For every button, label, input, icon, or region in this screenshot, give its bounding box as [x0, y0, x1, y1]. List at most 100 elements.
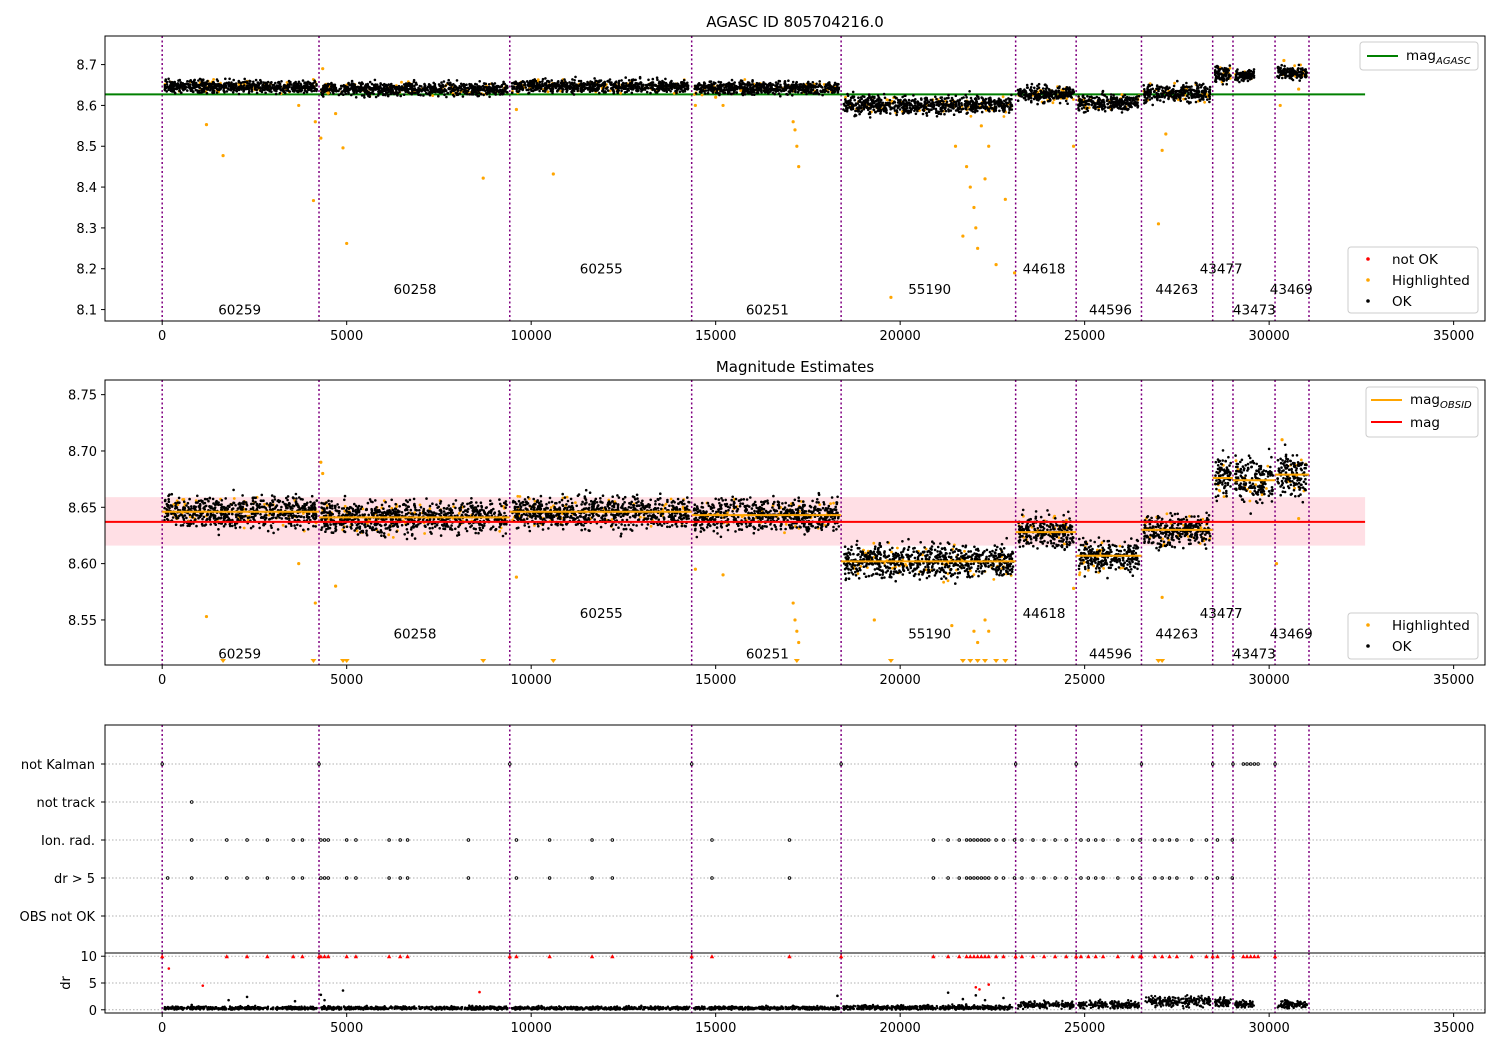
ok-dot: [311, 87, 314, 90]
ok-dot: [955, 101, 958, 104]
ok-dot: [314, 81, 317, 84]
ok-dot: [702, 89, 705, 92]
ok-dot: [640, 88, 643, 91]
ok-dot: [539, 86, 542, 89]
ok-dot: [951, 98, 954, 101]
ok-dot: [1238, 81, 1241, 84]
ok-dot: [802, 87, 805, 90]
ok-dot: [463, 84, 466, 87]
ok-dot: [837, 83, 840, 86]
ok-dot: [496, 87, 499, 90]
ok-dot: [995, 109, 998, 112]
ok-dot: [898, 105, 901, 108]
ok-dot: [242, 81, 245, 84]
ok-dot: [1216, 65, 1219, 68]
ok-dot: [665, 83, 668, 86]
ok-dot: [420, 89, 423, 92]
ok-dot: [1192, 93, 1195, 96]
ok-dot: [975, 100, 978, 103]
ok-dot: [619, 87, 622, 90]
ok-dot: [719, 83, 722, 86]
ok-dot: [672, 82, 675, 85]
ok-dot: [618, 80, 621, 83]
ok-dot: [524, 86, 527, 89]
ok-dot: [247, 87, 250, 90]
ok-dot: [964, 107, 967, 110]
ok-dot: [182, 82, 185, 85]
ok-dot: [938, 104, 941, 107]
ok-dot: [320, 91, 323, 94]
ok-dot: [234, 87, 237, 90]
ok-dot: [744, 83, 747, 86]
ok-dot: [959, 110, 962, 113]
ok-dot: [379, 82, 382, 85]
ok-dot: [407, 85, 410, 88]
ok-dot: [171, 89, 174, 92]
ok-dot: [710, 86, 713, 89]
ok-dot: [267, 86, 270, 89]
ok-dot: [280, 88, 283, 91]
ok-dot: [568, 81, 571, 84]
ok-dot: [893, 100, 896, 103]
ok-dot: [863, 108, 866, 111]
ok-dot: [914, 102, 917, 105]
ok-dot: [441, 91, 444, 94]
ok-dot: [1191, 89, 1194, 92]
ok-dot: [981, 97, 984, 100]
ok-dot: [282, 90, 285, 93]
ok-dot: [1222, 80, 1225, 83]
ok-dot: [1066, 102, 1069, 105]
ok-dot: [1046, 95, 1049, 98]
ok-dot: [968, 90, 971, 93]
ok-dot: [714, 88, 717, 91]
ok-dot: [283, 87, 286, 90]
ok-dot: [390, 90, 393, 93]
ok-dot: [511, 91, 514, 94]
ok-dot: [686, 82, 689, 85]
ok-dot: [528, 92, 531, 95]
ok-dot: [251, 90, 254, 93]
ok-dot: [230, 86, 233, 89]
ok-dot: [273, 89, 276, 92]
ok-dot: [1023, 94, 1026, 97]
ok-dot: [837, 89, 840, 92]
ok-dot: [1148, 95, 1151, 98]
ok-dot: [1153, 95, 1156, 98]
ok-dot: [617, 86, 620, 89]
ok-dot: [424, 85, 427, 88]
ok-dot: [541, 80, 544, 83]
ok-dot: [1106, 96, 1109, 99]
ok-dot: [784, 80, 787, 83]
ok-dot: [733, 81, 736, 84]
ok-dot: [462, 91, 465, 94]
ok-dot: [592, 87, 595, 90]
ok-dot: [504, 88, 507, 91]
ok-dot: [289, 81, 292, 84]
ok-dot: [1182, 94, 1185, 97]
ok-dot: [277, 85, 280, 88]
ok-dot: [914, 104, 917, 107]
ok-dot: [409, 92, 412, 95]
ok-dot: [1003, 103, 1006, 106]
ok-dot: [238, 88, 241, 91]
ok-dot: [707, 92, 710, 95]
ok-dot: [489, 89, 492, 92]
ok-dot: [1136, 98, 1139, 101]
ok-dot: [550, 79, 553, 82]
ok-dot: [651, 86, 654, 89]
ok-dot: [548, 81, 551, 84]
ok-dot: [970, 97, 973, 100]
ok-dot: [1174, 93, 1177, 96]
ok-dot: [949, 106, 952, 109]
ok-dot: [995, 107, 998, 110]
ok-dot: [1103, 107, 1106, 110]
ok-dot: [759, 84, 762, 87]
ok-dot: [970, 109, 973, 112]
ok-dot: [880, 103, 883, 106]
ok-dot: [590, 88, 593, 91]
ok-dot: [180, 91, 183, 94]
ok-dot: [315, 88, 318, 91]
ok-dot: [903, 99, 906, 102]
ok-dot: [1063, 94, 1066, 97]
ok-dot: [1055, 89, 1058, 92]
